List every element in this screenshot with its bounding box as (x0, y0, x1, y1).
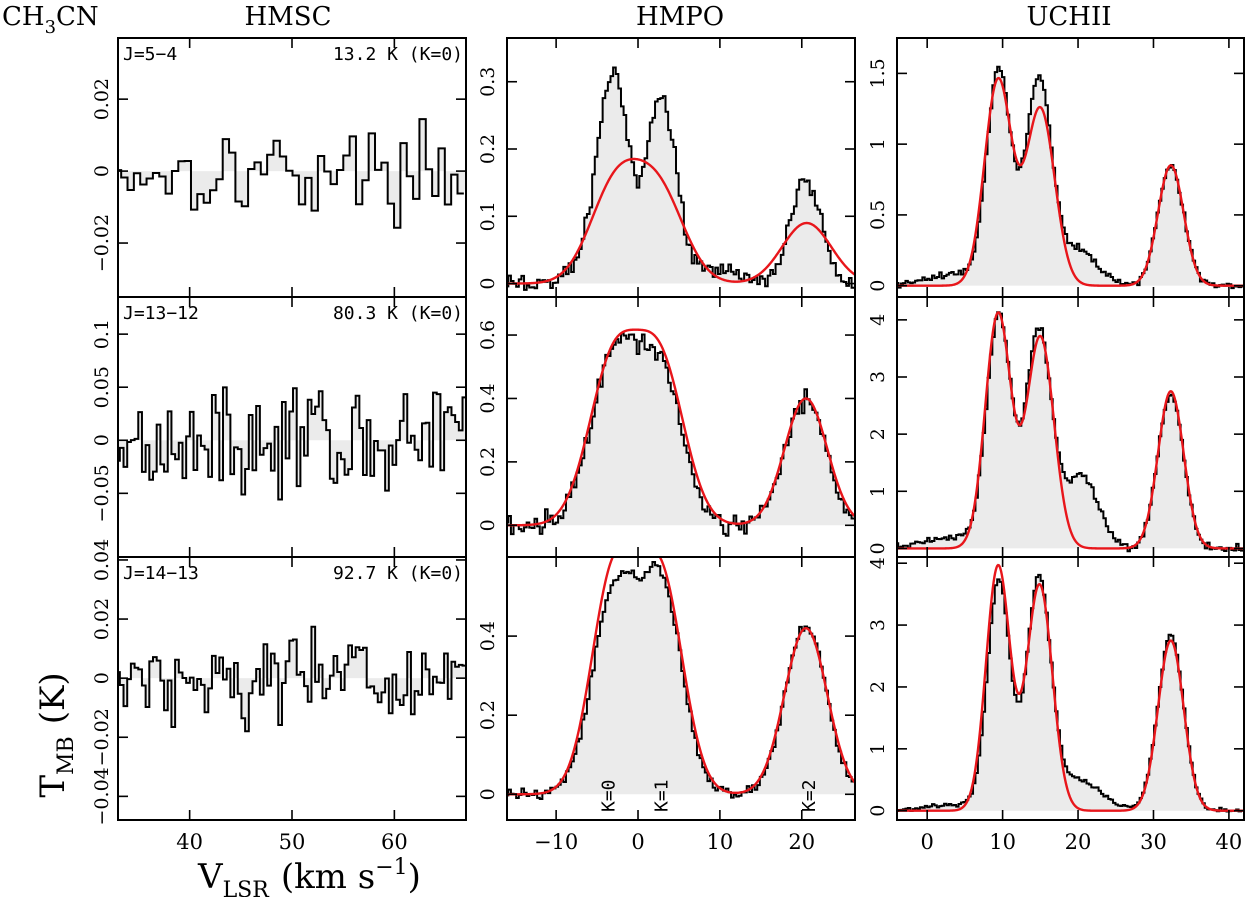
transition-label: J=13−12 (123, 303, 199, 324)
y-tick-label: 0.3 (477, 67, 499, 97)
y-tick-label: 0 (477, 519, 499, 531)
spectrum-fill (897, 312, 1244, 552)
x-tick-label: 10 (707, 830, 734, 854)
svg-text:TMB(K): TMB(K) (33, 672, 79, 797)
spectrum-line (507, 66, 855, 291)
y-tick-label: 1 (867, 743, 889, 755)
spectrum-fill (897, 66, 1244, 289)
x-tick-label: 20 (1065, 830, 1092, 854)
transition-label: J=14−13 (123, 563, 199, 584)
x-tick-label: −10 (534, 830, 578, 854)
panel-hmsc-3: −0.04−0.02 0 0.02 0.04 40 50 60 J=14−13 92.7 K (… (91, 539, 467, 854)
molecule-label: CH3CN (2, 2, 99, 38)
panel-uchii-1: 0 0.5 1 1.5 (867, 37, 1245, 298)
y-tick-label: −0.05 (91, 464, 113, 522)
spectrum-line (118, 625, 466, 733)
panel-hmpo-1: 0 0.1 0.2 0.3 (477, 37, 856, 298)
spectrum-line (118, 386, 466, 501)
x-tick-label: 30 (1140, 830, 1167, 854)
y-tick-label: 0.2 (477, 447, 499, 477)
energy-label: 80.3 K (K=0) (333, 303, 463, 324)
fit-curve (897, 563, 1244, 812)
spectrum-line (897, 573, 1244, 813)
y-tick-label: 1.5 (867, 58, 889, 88)
transition-label: J=5−4 (123, 44, 177, 65)
y-tick-label: 0.4 (477, 621, 499, 651)
energy-label: 92.7 K (K=0) (333, 563, 463, 584)
spectrum-fill (118, 626, 466, 732)
spectrum-fill (118, 119, 466, 228)
y-tick-label: −0.02 (91, 708, 113, 766)
y-tick-label: 3 (867, 371, 889, 383)
panel-hmpo-2: 0 0.2 0.4 0.6 (477, 296, 856, 558)
y-tick-label: 0.05 (91, 366, 113, 408)
spectrum-fill (507, 561, 855, 800)
y-tick-label: 0.5 (867, 200, 889, 230)
y-tick-label: 0 (91, 672, 113, 684)
y-tick-label: 4 (867, 314, 889, 326)
x-tick-label: 40 (1216, 830, 1243, 854)
y-tick-label: 0 (91, 165, 113, 177)
spectrum-line (118, 118, 464, 229)
panel-frame (506, 556, 856, 821)
k-component-label: K=1 (652, 779, 673, 812)
fit-curve (897, 311, 1244, 550)
k-component-label: K=2 (799, 779, 820, 812)
y-tick-label: 0 (867, 542, 889, 554)
column-title-hmpo: HMPO (636, 2, 724, 32)
x-tick-label: 40 (176, 830, 203, 854)
y-tick-label: 0.4 (477, 383, 499, 413)
y-tick-label: 0 (867, 805, 889, 817)
x-tick-label: 0 (631, 830, 644, 854)
fit-curve (507, 157, 855, 285)
y-tick-label: 2 (867, 428, 889, 440)
y-tick-label: −0.04 (91, 767, 113, 825)
y-tick-label: 1 (867, 138, 889, 150)
k-component-label: K=0 (598, 779, 619, 812)
y-tick-label: 0 (867, 280, 889, 292)
y-tick-label: 0.1 (477, 201, 499, 231)
y-axis-label: TMB(K) (33, 672, 79, 797)
y-tick-label: −0.02 (91, 214, 113, 272)
fit-curve (507, 557, 855, 796)
panel-hmsc-2: −0.05 0 0.05 0.1 J=13−12 80.3 K (K=0) (91, 296, 467, 558)
y-tick-label: 1 (867, 485, 889, 497)
energy-label: 13.2 K (K=0) (333, 44, 463, 65)
y-tick-label: 2 (867, 681, 889, 693)
fit-curve (507, 328, 855, 527)
y-tick-label: 0.2 (477, 700, 499, 730)
x-tick-label: 20 (788, 830, 815, 854)
x-tick-label: 50 (279, 830, 306, 854)
y-tick-label: 0.04 (91, 539, 113, 581)
y-tick-label: 4 (867, 557, 889, 569)
spectrum-fill (897, 574, 1244, 812)
y-tick-label: 0.02 (91, 598, 113, 640)
x-axis-label: VLSR (km s−1) (197, 855, 421, 897)
y-tick-label: 3 (867, 619, 889, 631)
y-tick-label: 0.2 (477, 134, 499, 164)
y-tick-label: 0 (477, 788, 499, 800)
spectrum-fill (507, 67, 855, 290)
y-tick-label: 0 (477, 277, 499, 289)
spectrum-line (897, 65, 1244, 290)
x-tick-label: 0 (920, 830, 933, 854)
panel-hmpo-3: 0 0.2 0.4 −10 0 10 20 K=0 K=1 K=2 (477, 556, 856, 854)
panel-frame (896, 556, 1245, 821)
y-tick-label: 0.1 (91, 319, 113, 349)
x-tick-label: 60 (381, 830, 408, 854)
panel-uchii-2: 0 1 2 3 4 (867, 296, 1245, 558)
column-title-uchii: UCHII (1026, 2, 1111, 32)
panel-hmsc-1: −0.02 0 0.02 J=5−4 13.2 K (K=0) (91, 37, 467, 298)
fit-curve (897, 76, 1244, 287)
y-tick-label: 0.6 (477, 320, 499, 350)
y-tick-label: 0 (91, 434, 113, 446)
column-title-hmsc: HMSC (244, 2, 331, 32)
x-tick-label: 10 (989, 830, 1016, 854)
panel-frame (117, 37, 467, 298)
y-tick-label: 0.02 (91, 78, 113, 120)
